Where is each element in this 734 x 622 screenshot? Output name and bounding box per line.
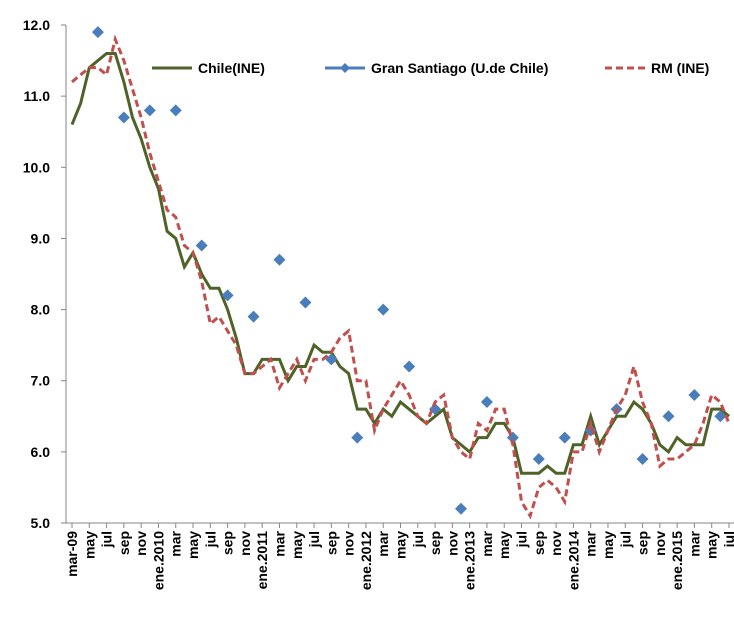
legend-label: Chile(INE) [198, 60, 265, 76]
x-tick-label: ene.2010 [150, 531, 166, 590]
x-tick-label: nov [237, 531, 253, 556]
y-tick-label: 8.0 [31, 302, 51, 318]
marker [455, 502, 468, 515]
x-tick-label: jul [410, 531, 426, 548]
x-tick-label: nov [341, 531, 357, 556]
x-tick-label: mar [479, 530, 495, 556]
marker [247, 310, 260, 323]
x-tick-label: ene.2012 [358, 531, 374, 590]
y-tick-label: 6.0 [31, 444, 51, 460]
x-tick-label: ene.2014 [565, 531, 581, 590]
x-tick-label: sep [635, 531, 651, 555]
x-tick-label: nov [444, 531, 460, 556]
x-tick-label: sep [427, 531, 443, 555]
marker [195, 239, 208, 252]
marker [221, 289, 234, 302]
y-tick-label: 10.0 [23, 159, 50, 175]
marker [117, 111, 130, 124]
marker [532, 452, 545, 465]
legend-label: RM (INE) [651, 60, 709, 76]
marker [143, 104, 156, 117]
marker [480, 396, 493, 409]
marker [169, 104, 182, 117]
marker [558, 431, 571, 444]
x-tick-label: sep [531, 531, 547, 555]
x-tick-label: sep [323, 531, 339, 555]
x-tick-label: may [704, 531, 720, 559]
x-tick-label: mar [583, 530, 599, 556]
x-tick-label: mar [375, 530, 391, 556]
x-tick-label: ene.2013 [462, 531, 478, 590]
marker [299, 296, 312, 309]
marker [714, 410, 727, 423]
x-tick-label: nov [133, 531, 149, 556]
marker [403, 360, 416, 373]
series-line [70, 51, 730, 475]
marker [662, 410, 675, 423]
x-tick-label: may [289, 531, 305, 559]
x-tick-label: sep [116, 531, 132, 555]
marker [91, 26, 104, 39]
x-tick-label: mar [168, 530, 184, 556]
x-tick-label: may [393, 531, 409, 559]
x-tick-label: ene.2011 [254, 531, 270, 590]
marker [688, 388, 701, 401]
y-tick-label: 11.0 [24, 88, 51, 104]
x-tick-label: sep [220, 531, 236, 555]
x-tick-label: jul [514, 531, 530, 548]
x-tick-label: may [600, 531, 616, 559]
marker [636, 452, 649, 465]
y-tick-label: 12.0 [23, 17, 50, 33]
x-tick-label: mar-09 [64, 531, 80, 577]
marker [325, 353, 338, 366]
x-tick-label: may [496, 531, 512, 559]
marker [273, 253, 286, 266]
y-tick-label: 9.0 [31, 230, 51, 246]
x-tick-label: mar [271, 530, 287, 556]
x-tick-label: jul [306, 531, 322, 548]
x-tick-label: nov [548, 531, 564, 556]
y-tick-label: 5.0 [31, 515, 51, 531]
legend-label: Gran Santiago (U.de Chile) [371, 60, 548, 76]
y-tick-label: 7.0 [31, 373, 51, 389]
x-tick-label: ene.2015 [669, 531, 685, 590]
x-tick-label: may [81, 531, 97, 559]
x-tick-label: jul [617, 531, 633, 548]
marker [377, 303, 390, 316]
legend-marker [340, 63, 350, 73]
series-line [71, 34, 731, 520]
x-tick-label: jul [202, 531, 218, 548]
x-tick-label: may [185, 531, 201, 559]
marker [351, 431, 364, 444]
x-tick-label: nov [652, 531, 668, 556]
x-tick-label: jul [99, 531, 115, 548]
x-tick-label: jul [721, 531, 734, 548]
x-tick-label: mar [686, 530, 702, 556]
